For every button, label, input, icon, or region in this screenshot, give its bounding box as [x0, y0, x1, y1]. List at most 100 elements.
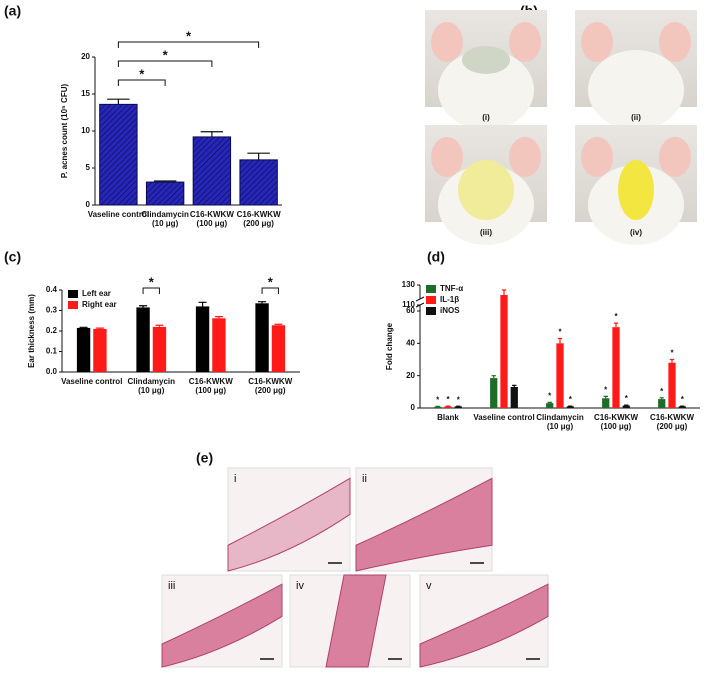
- photo-label: (iii): [480, 228, 492, 237]
- y-tick-label: 0.3: [46, 306, 58, 315]
- error-bar: [557, 337, 563, 344]
- y-tick-label: 20: [81, 52, 90, 61]
- bar: [93, 328, 107, 372]
- x-tick-label: Vaseline control: [473, 413, 534, 422]
- photo-label: (i): [482, 113, 490, 122]
- error-bar: [198, 301, 207, 307]
- y-tick-label: 15: [81, 89, 90, 98]
- y-axis-label: Ear thickness (mm): [27, 294, 36, 368]
- bar: [239, 159, 278, 206]
- error-bar: [603, 395, 608, 399]
- significance-marker: *: [569, 395, 573, 404]
- significance-label: *: [186, 28, 192, 43]
- error-bar: [95, 327, 104, 329]
- y-tick-label: 10: [81, 126, 90, 135]
- x-tick-label: C16-KWKW (200 μg): [237, 210, 281, 228]
- y-tick-label: 0: [86, 200, 91, 209]
- legend-swatch: [68, 290, 78, 298]
- y-tick-label: 0.1: [46, 347, 58, 356]
- tissue: [227, 477, 351, 572]
- bar: [510, 386, 518, 408]
- bar: [500, 295, 508, 408]
- significance-marker: *: [446, 395, 450, 404]
- significance-marker: *: [558, 328, 562, 337]
- significance-bracket: [117, 79, 166, 86]
- x-tick-label: Clindamycin (10 μg): [141, 210, 189, 228]
- bar: [99, 103, 138, 206]
- error-bar: [139, 305, 148, 308]
- bar: [668, 362, 676, 408]
- significance-bracket: [261, 287, 279, 294]
- x-tick-label: Clindamycin (10 μg): [536, 413, 584, 431]
- micrograph-label: v: [426, 580, 432, 592]
- significance-marker: *: [614, 312, 618, 321]
- photo-label: (iv): [630, 228, 642, 237]
- bar: [454, 406, 462, 408]
- bar: [612, 327, 620, 408]
- x-tick-label: C16-KWKW (100 μg): [189, 377, 233, 395]
- error-bar: [669, 358, 675, 363]
- significance-label: *: [139, 66, 145, 81]
- significance-marker: *: [660, 387, 664, 396]
- photo-label: (ii): [631, 113, 641, 122]
- y-tick-label: 60: [406, 306, 415, 315]
- ear: [581, 137, 613, 177]
- bar: [658, 399, 666, 408]
- x-tick-label: Clindamycin (10 μg): [127, 377, 175, 395]
- significance-marker: *: [625, 394, 629, 403]
- patch: [618, 160, 654, 220]
- legend-label: Right ear: [82, 300, 117, 309]
- bar: [192, 136, 232, 206]
- x-tick-label: C16-KWKW (200 μg): [650, 413, 694, 431]
- panel-label: (d): [427, 249, 445, 265]
- tissue: [355, 477, 493, 572]
- micrograph-label: i: [234, 473, 236, 485]
- error-bar: [79, 326, 88, 328]
- legend-swatch: [426, 296, 436, 304]
- panel-label: (e): [196, 450, 213, 466]
- y-tick-label: 0.2: [46, 326, 58, 335]
- panel-label: (c): [4, 249, 21, 265]
- bar: [152, 326, 167, 372]
- significance-marker: *: [457, 395, 461, 404]
- bar: [76, 327, 91, 372]
- y-tick-label: 0: [411, 403, 416, 412]
- bar: [622, 405, 630, 408]
- y-axis-label: P. acnes count (10⁵ CFU): [60, 84, 69, 179]
- patch: [458, 160, 514, 220]
- error-bar: [214, 316, 223, 319]
- significance-marker: *: [681, 395, 685, 404]
- significance-marker: *: [436, 395, 440, 404]
- tissue: [161, 583, 283, 668]
- bar: [136, 307, 150, 372]
- x-tick-label: Vaseline control: [88, 210, 149, 219]
- patch: [462, 46, 510, 74]
- y-axis-label: Fold change: [385, 322, 394, 370]
- x-tick-label: Vaseline control: [61, 377, 122, 386]
- bar: [490, 378, 498, 408]
- error-bar: [155, 324, 164, 327]
- ear: [581, 22, 613, 62]
- micrograph-label: iii: [168, 580, 175, 592]
- y-tick-label: 0.4: [46, 285, 58, 294]
- bar: [444, 406, 452, 408]
- significance-marker: *: [548, 391, 552, 400]
- significance-marker: *: [604, 385, 608, 394]
- x-tick-label: C16-KWKW (100 μg): [190, 210, 234, 228]
- bar: [145, 181, 185, 206]
- ear: [509, 137, 541, 177]
- ear: [659, 22, 691, 62]
- significance-bracket: [142, 287, 160, 294]
- legend-label: Left ear: [82, 289, 111, 298]
- bar: [434, 406, 442, 408]
- error-bar: [659, 397, 664, 400]
- error-bar: [247, 152, 270, 160]
- bar: [678, 406, 686, 408]
- mouse-head: [588, 50, 684, 130]
- tissue: [325, 574, 387, 668]
- y-tick-label: 130: [402, 280, 416, 289]
- bar: [556, 343, 564, 408]
- bar: [602, 398, 610, 408]
- y-tick-label: 20: [406, 371, 415, 380]
